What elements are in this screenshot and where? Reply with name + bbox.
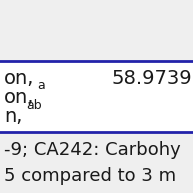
Text: on,: on, [4, 69, 34, 88]
Text: a: a [38, 79, 45, 92]
Text: n,: n, [4, 107, 22, 126]
Text: 5 compared to 3 m: 5 compared to 3 m [4, 167, 176, 185]
Text: ab: ab [26, 99, 42, 112]
Text: 58.9739: 58.9739 [112, 69, 193, 88]
Text: on,: on, [4, 88, 34, 107]
Text: -9; CA242: Carbohy: -9; CA242: Carbohy [4, 141, 181, 159]
Bar [0, 61, 193, 132]
